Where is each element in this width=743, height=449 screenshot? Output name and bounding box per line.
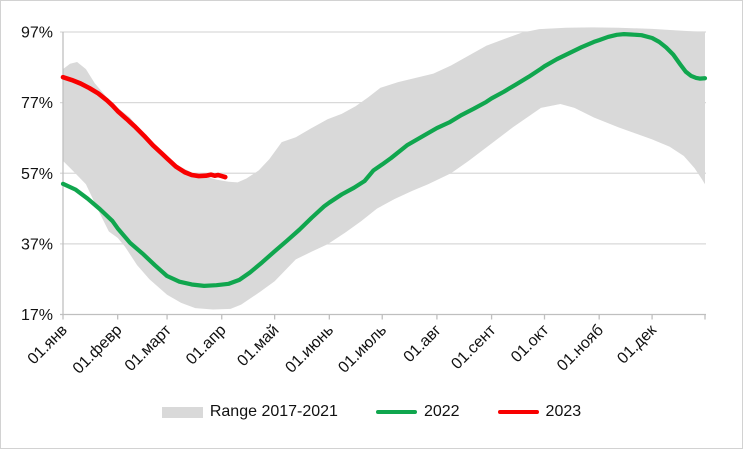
legend-item-2022[interactable]: 2022 bbox=[375, 403, 460, 420]
y-axis-tick-label: 37% bbox=[21, 236, 53, 253]
legend-label-2022: 2022 bbox=[423, 403, 460, 420]
legend-item-2023[interactable]: 2023 bbox=[497, 403, 582, 420]
x-axis-month-label: 01.июль bbox=[335, 322, 390, 377]
line-2023-swatch bbox=[497, 409, 539, 415]
x-axis-month-label: 01.март bbox=[122, 321, 176, 375]
range-band-swatch bbox=[161, 406, 203, 418]
legend-label-2023: 2023 bbox=[545, 403, 582, 420]
x-axis-month-label: 01.апр bbox=[183, 322, 230, 369]
y-axis-tick-label: 97% bbox=[21, 25, 53, 42]
x-axis-month-label: 01.окт bbox=[508, 321, 553, 366]
legend-item-range[interactable]: Range 2017-2021 bbox=[161, 403, 338, 420]
x-axis-month-label: 01.авг bbox=[401, 322, 445, 366]
y-axis-tick-label: 57% bbox=[21, 166, 53, 183]
x-axis-month-label: 01.сент bbox=[448, 321, 500, 373]
legend-label-range: Range 2017-2021 bbox=[209, 403, 338, 420]
series-line-2022[interactable] bbox=[60, 32, 708, 288]
x-axis-month-label: 01.нояб bbox=[554, 322, 607, 375]
x-axis-month-label: 01.янв bbox=[25, 322, 71, 368]
range-band[interactable] bbox=[63, 27, 705, 310]
line-2022-swatch bbox=[375, 409, 417, 415]
x-axis-month-label: 01.дек bbox=[614, 321, 660, 367]
legend: Range 2017-2021 2022 2023 bbox=[1, 404, 742, 420]
y-axis-tick-label: 77% bbox=[21, 95, 53, 112]
series-line-2023[interactable] bbox=[60, 74, 228, 180]
x-axis-month-label: 01.февр bbox=[70, 322, 126, 378]
y-axis-tick-label: 17% bbox=[21, 307, 53, 324]
x-axis-month-label: 01.июнь bbox=[282, 322, 337, 377]
x-axis-month-label: 01.май bbox=[234, 322, 282, 370]
